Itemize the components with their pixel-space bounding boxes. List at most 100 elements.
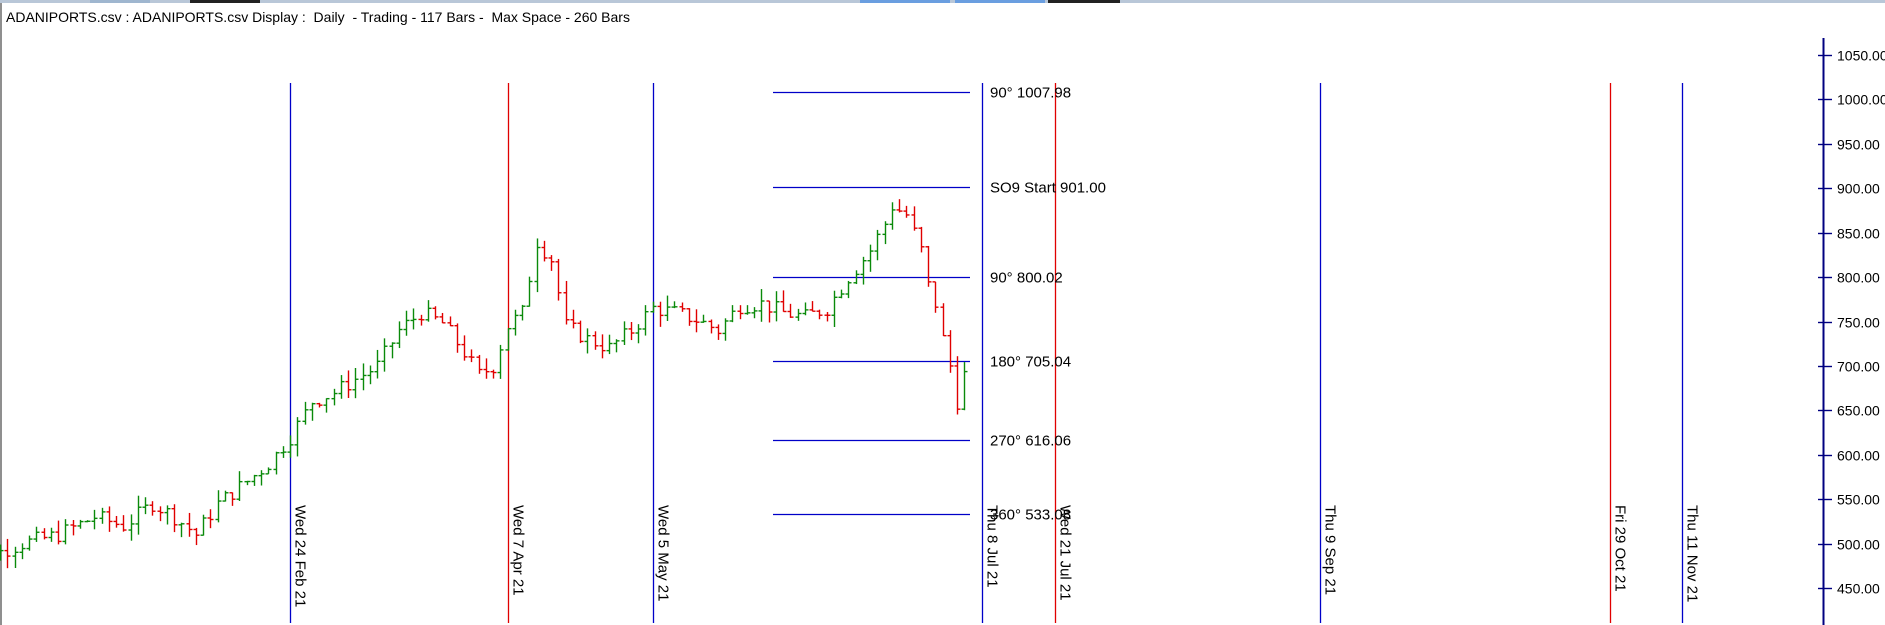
- ohlc-bar: [128, 514, 135, 541]
- sq9-level-label: 90° 800.02: [990, 270, 1063, 287]
- y-tick-label: 650.00: [1837, 403, 1880, 419]
- ohlc-bar: [519, 304, 526, 321]
- ohlc-bar: [940, 303, 947, 337]
- ohlc-bar: [874, 229, 881, 261]
- ohlc-bar: [802, 302, 809, 316]
- ohlc-bar: [744, 305, 751, 315]
- ohlc-bar: [410, 308, 417, 330]
- ohlc-bar: [454, 323, 461, 353]
- ohlc-bar: [867, 244, 874, 272]
- ohlc-bar: [577, 320, 584, 344]
- ohlc-bar: [418, 314, 425, 326]
- ohlc-bar: [715, 324, 722, 340]
- ohlc-bar: [229, 492, 236, 506]
- ohlc-bar: [294, 417, 301, 457]
- sq9-level-label: 270° 616.06: [990, 433, 1071, 450]
- toolbar-button[interactable]: [90, 0, 150, 3]
- ohlc-bar: [447, 316, 454, 327]
- ohlc-bar: [816, 309, 823, 320]
- chart-frame: [0, 3, 1885, 625]
- ohlc-bar: [534, 238, 541, 293]
- ohlc-bar: [497, 344, 504, 379]
- y-tick-label: 550.00: [1837, 492, 1880, 508]
- ohlc-bar: [265, 467, 272, 475]
- ohlc-bar: [664, 295, 671, 321]
- toolbar-button[interactable]: [1048, 0, 1120, 3]
- ohlc-bar: [439, 312, 446, 324]
- toolbar-button[interactable]: [955, 0, 1045, 3]
- sq9-level-label: 90° 1007.98: [990, 85, 1071, 102]
- y-tick-label: 600.00: [1837, 448, 1880, 464]
- ohlc-bar: [729, 305, 736, 323]
- ohlc-bar: [157, 506, 164, 522]
- ohlc-bar: [932, 281, 939, 313]
- ohlc-bar: [273, 451, 280, 475]
- ohlc-bar: [599, 334, 606, 359]
- y-tick-label: 900.00: [1837, 181, 1880, 197]
- ohlc-bar: [766, 300, 773, 323]
- ohlc-bar: [142, 497, 149, 515]
- ohlc-bar: [628, 322, 635, 341]
- ohlc-bar: [961, 362, 968, 411]
- sq9-level-label: 180° 705.04: [990, 354, 1071, 371]
- ohlc-bar: [113, 515, 120, 528]
- ohlc-bar: [918, 226, 925, 253]
- ohlc-bar: [584, 328, 591, 354]
- ohlc-bar: [403, 310, 410, 336]
- date-markers: Wed 24 Feb 21 Wed 7 Apr 21 Wed 5 May 21 Thu…: [289, 83, 1701, 623]
- ohlc-bar: [0, 544, 4, 561]
- sq9-level-label: SO9 Start 901.00: [990, 180, 1106, 197]
- y-tick-label: 1000.00: [1837, 92, 1885, 108]
- ohlc-bar: [795, 308, 802, 321]
- ohlc-bar: [200, 514, 207, 536]
- ohlc-bar: [258, 470, 265, 486]
- toolbar-button[interactable]: [860, 0, 950, 3]
- ohlc-bar: [911, 206, 918, 231]
- ohlc-bar: [316, 402, 323, 408]
- date-marker-label: Wed 21 Jul 21: [1057, 505, 1074, 601]
- ohlc-bar: [671, 301, 678, 309]
- ohlc-bar: [860, 256, 867, 285]
- price-bars: [0, 199, 968, 569]
- ohlc-bar: [244, 480, 251, 486]
- y-tick-label: 1050.00: [1837, 48, 1885, 64]
- ohlc-bar: [642, 305, 649, 336]
- date-marker-label: Wed 7 Apr 21: [510, 505, 527, 596]
- ohlc-bar: [389, 342, 396, 359]
- ohlc-bar: [4, 538, 11, 569]
- ohlc-bar: [19, 543, 26, 560]
- ohlc-bar: [352, 367, 359, 399]
- ohlc-bar: [236, 471, 243, 502]
- ohlc-bar: [787, 303, 794, 318]
- ohlc-bar: [345, 370, 352, 398]
- sq9-levels: 90° 1007.98 SO9 Start 901.00 90° 800.02 180…: [773, 85, 1106, 524]
- y-tick-label: 450.00: [1837, 581, 1880, 597]
- ohlc-bar: [367, 365, 374, 385]
- ohlc-bar: [737, 305, 744, 320]
- ohlc-bar: [831, 290, 838, 327]
- ohlc-bar: [483, 358, 490, 379]
- date-marker-label: Thu 9 Sep 21: [1322, 505, 1339, 595]
- date-marker-label: Fri 29 Oct 21: [1612, 505, 1629, 592]
- y-tick-label: 750.00: [1837, 315, 1880, 331]
- ohlc-bar: [490, 369, 497, 379]
- toolbar-button[interactable]: [190, 0, 260, 3]
- ohlc-bar: [845, 280, 852, 299]
- ohlc-bar: [120, 515, 127, 532]
- ohlc-bar: [374, 349, 381, 379]
- ohlc-bar: [106, 506, 113, 532]
- ohlc-bar: [657, 301, 664, 327]
- ohlc-bar: [621, 321, 628, 346]
- ohlc-bar: [149, 501, 156, 516]
- ohlc-bar: [882, 221, 889, 245]
- ohlc-bar: [135, 495, 142, 535]
- ohlc-bar: [780, 290, 787, 313]
- ohlc-bar: [708, 319, 715, 334]
- ohlc-bar: [222, 490, 229, 502]
- ohlc-bar: [476, 354, 483, 374]
- ohlc-bar: [613, 339, 620, 353]
- y-tick-label: 700.00: [1837, 359, 1880, 375]
- y-axis: 1050.00 1000.00 950.00 900.00 850.00 800.00 75…: [1818, 38, 1885, 625]
- ohlc-bar: [309, 402, 316, 421]
